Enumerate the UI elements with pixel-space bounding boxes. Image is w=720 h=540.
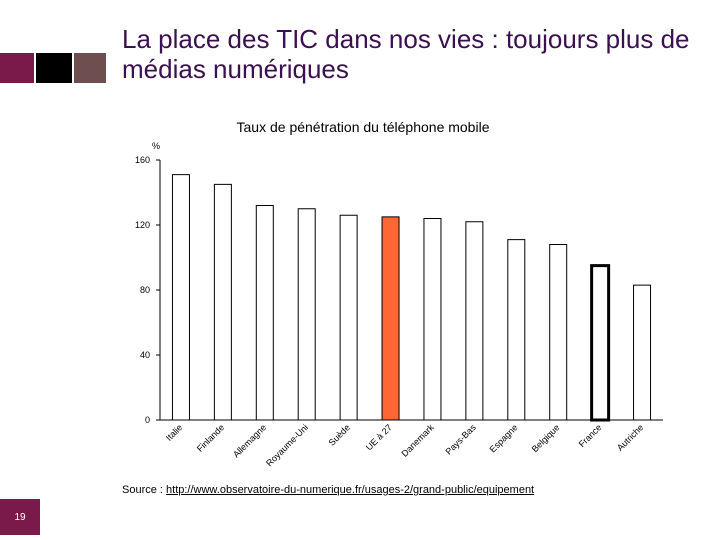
category-label: Royaume-Uni [264,422,310,468]
category-label: Danemark [399,422,436,459]
accent-block-purple [0,53,34,83]
chart-title: Taux de pénétration du téléphone mobile [236,119,490,135]
bar [255,205,274,421]
bar [633,284,652,421]
category-label: Italie [164,422,185,443]
bar [339,214,358,421]
category-label: Espagne [488,422,520,454]
category-label: France [577,422,604,449]
bar [465,221,484,421]
category-label: Suède [327,422,352,447]
source-line: Source : http://www.observatoire-du-nume… [122,484,534,496]
slide-title: La place des TIC dans nos vies : toujour… [122,24,690,84]
category-label: Autriche [615,422,645,452]
y-tick-label: 120 [135,220,150,230]
bar [507,239,526,421]
category-label: Belgique [530,422,562,454]
category-label: Finlande [195,422,226,453]
bar [171,174,190,421]
page-number: 19 [0,499,40,535]
accent-block-brown [74,53,106,83]
source-prefix: Source : [122,484,167,496]
y-tick-label: 0 [145,415,150,425]
y-tick-label: 40 [140,350,150,360]
bar [213,183,232,421]
accent-block-black [36,53,72,83]
bar [297,208,316,421]
source-link[interactable]: http://www.observatoire-du-numerique.fr/… [166,484,535,496]
category-label: Allemagne [231,422,268,459]
y-tick-label: 160 [135,155,150,165]
bar [423,218,442,421]
category-label: UE à 27 [364,422,394,452]
category-label: Pays-Bas [443,422,478,457]
bar [549,244,568,421]
bar [381,216,400,421]
bar [590,264,611,422]
y-axis-unit-label: % [152,141,160,151]
y-tick-label: 80 [140,285,150,295]
